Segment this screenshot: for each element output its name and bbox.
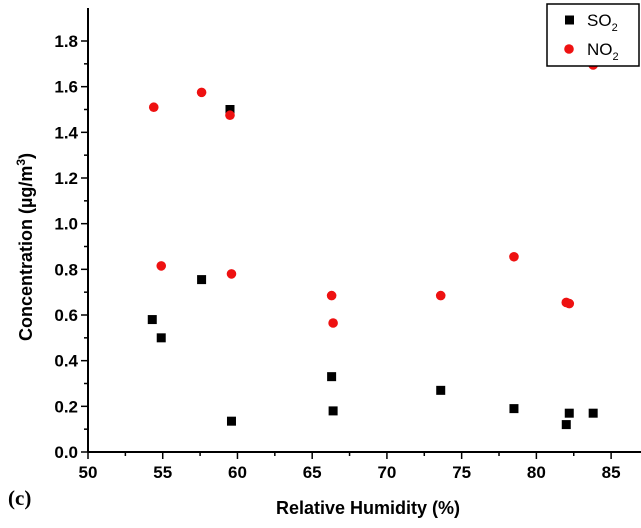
y-tick-label: 1.8 xyxy=(54,32,78,51)
data-point-so2 xyxy=(197,275,207,285)
data-point-so2 xyxy=(588,408,598,418)
data-point-so2 xyxy=(226,416,236,426)
data-point-no2 xyxy=(326,290,337,301)
x-axis-label: Relative Humidity (%) xyxy=(276,498,460,518)
y-tick-label: 1.4 xyxy=(54,123,78,142)
x-tick-label: 50 xyxy=(79,463,98,482)
data-point-so2 xyxy=(156,333,166,343)
data-point-so2 xyxy=(328,406,338,416)
data-point-no2 xyxy=(156,261,167,271)
data-point-so2 xyxy=(436,385,446,395)
data-point-so2 xyxy=(561,420,571,430)
x-tick-label: 75 xyxy=(452,463,471,482)
data-point-no2 xyxy=(435,290,446,301)
data-point-so2 xyxy=(564,408,574,418)
legend-marker-so2 xyxy=(565,15,574,25)
x-tick-label: 55 xyxy=(153,463,172,482)
y-axis-label: Concentration (µg/m3) xyxy=(14,153,36,341)
data-point-no2 xyxy=(196,87,207,98)
y-tick-label: 0.2 xyxy=(54,397,78,416)
y-tick-label: 1.0 xyxy=(54,215,78,234)
data-point-so2 xyxy=(225,105,235,114)
y-tick-label: 0.8 xyxy=(54,260,78,279)
data-point-no2 xyxy=(148,102,159,113)
data-point-no2 xyxy=(226,269,237,279)
data-point-so2 xyxy=(147,315,157,325)
x-tick-label: 85 xyxy=(602,463,621,482)
data-point-no2 xyxy=(564,298,575,309)
x-tick-label: 80 xyxy=(527,463,546,482)
x-tick-label: 65 xyxy=(303,463,322,482)
data-point-no2 xyxy=(328,318,338,328)
y-tick-label: 0.0 xyxy=(54,443,78,462)
y-tick-label: 1.2 xyxy=(54,169,78,188)
legend-label-so2: SO2 xyxy=(587,11,618,34)
data-point-so2 xyxy=(327,372,337,382)
legend-label-no2: NO2 xyxy=(587,40,619,63)
x-tick-label: 70 xyxy=(377,463,396,482)
x-tick-label: 60 xyxy=(228,463,247,482)
y-tick-label: 0.6 xyxy=(54,306,78,325)
y-tick-label: 0.4 xyxy=(54,352,78,371)
data-point-so2 xyxy=(509,404,519,414)
data-point-no2 xyxy=(225,110,235,121)
data-point-no2 xyxy=(509,251,519,262)
legend-marker-no2 xyxy=(564,44,574,54)
panel-label: (c) xyxy=(8,486,32,510)
legend-box xyxy=(546,3,640,67)
y-tick-label: 1.6 xyxy=(54,78,78,97)
